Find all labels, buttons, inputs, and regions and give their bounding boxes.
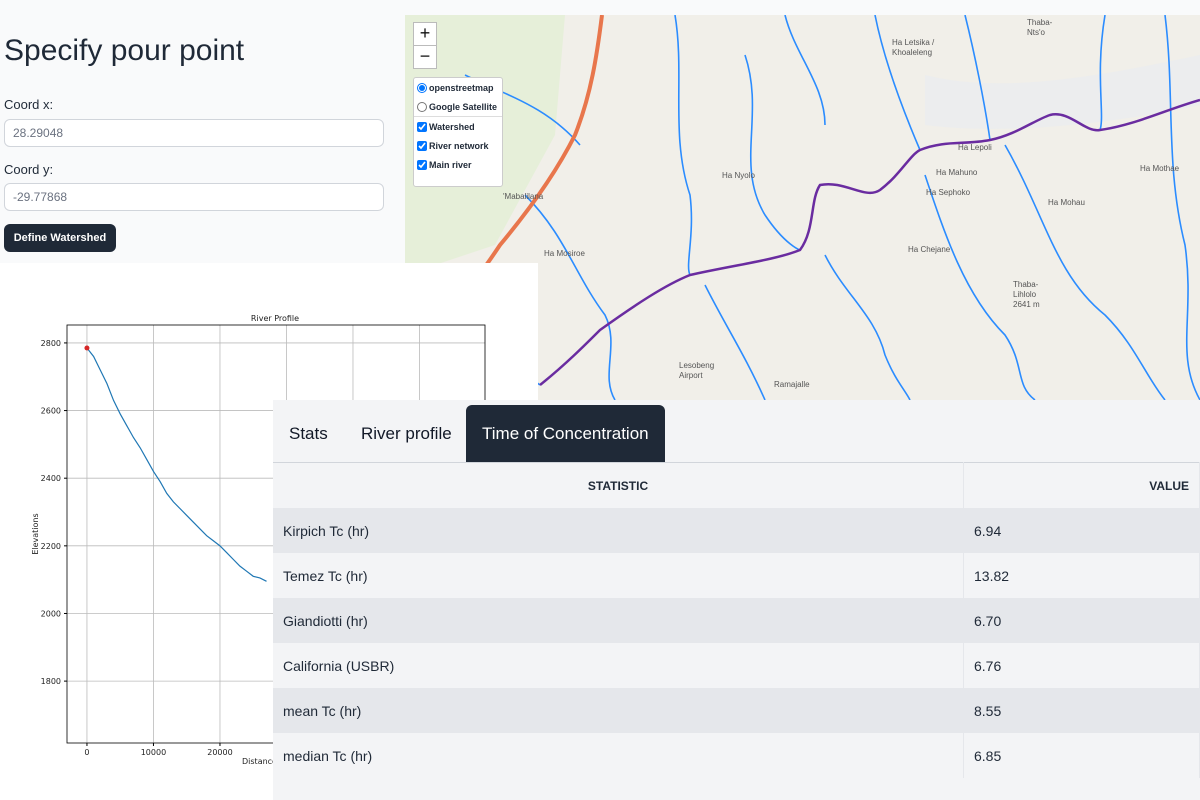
profile-line — [86, 347, 267, 582]
tab[interactable]: River profile — [361, 424, 452, 443]
coord-x-input[interactable] — [4, 119, 384, 147]
y-tick-label: 1800 — [41, 677, 61, 686]
table-row: California (USBR) 6.76 — [273, 643, 1200, 688]
column-header: STATISTIC — [273, 462, 964, 508]
layer-checkbox[interactable] — [417, 159, 427, 170]
y-tick-label: 2600 — [41, 407, 61, 416]
value-cell: 6.94 — [963, 508, 1200, 553]
place-label: Thaba- — [1013, 280, 1039, 289]
tab[interactable]: Stats — [289, 424, 328, 443]
x-tick-label: 0 — [84, 748, 89, 757]
place-label: Lihlolo — [1013, 290, 1037, 299]
place-label: Nts'o — [1027, 28, 1046, 37]
y-tick-label: 2400 — [41, 474, 61, 483]
place-label: 'Mabalilana — [503, 192, 544, 201]
place-label: Ha Lepoli — [958, 143, 992, 152]
place-label: Khoaleleng — [892, 48, 932, 57]
coord-x-label: Coord x: — [4, 97, 54, 112]
place-label: 2641 m — [1013, 300, 1040, 309]
place-label: Ha Mahuno — [936, 168, 978, 177]
place-label: Lesobeng — [679, 361, 714, 370]
place-label: Ha Mothae — [1140, 164, 1180, 173]
x-axis-label: Distance — [242, 757, 277, 766]
table-row: Kirpich Tc (hr) 6.94 — [273, 508, 1200, 553]
river-network — [405, 15, 1200, 400]
zoom-out[interactable]: − — [413, 45, 437, 69]
column-header: VALUE — [963, 462, 1200, 508]
table-row: median Tc (hr) 6.85 — [273, 733, 1200, 778]
value-cell: 6.76 — [963, 643, 1200, 688]
y-tick-label: 2800 — [41, 339, 61, 348]
results-panel: Stats River profile Time of Concentration … — [273, 400, 1200, 800]
layer-radio[interactable] — [417, 82, 427, 93]
map-valley — [925, 55, 1200, 129]
statistic-cell: Giandiotti (hr) — [273, 598, 964, 643]
table-row: Giandiotti (hr) 6.70 — [273, 598, 1200, 643]
chart-title: River Profile — [251, 314, 299, 323]
statistic-cell: California (USBR) — [273, 643, 964, 688]
value-cell: 13.82 — [963, 553, 1200, 598]
layer-radio[interactable] — [417, 101, 427, 112]
x-tick-label: 10000 — [141, 748, 166, 757]
stats-table: STATISTIC VALUE Kirpich Tc (hr) 6.94 Temez T… — [273, 462, 1200, 778]
layer-option[interactable]: Main river — [414, 155, 502, 174]
layer-label: River network — [429, 140, 489, 151]
road — [475, 15, 604, 279]
value-cell: 6.70 — [963, 598, 1200, 643]
layer-label: Google Satellite — [429, 101, 498, 112]
statistic-cell: Temez Tc (hr) — [273, 553, 964, 598]
place-label: Thaba- — [1027, 18, 1053, 27]
start-marker — [84, 345, 90, 351]
y-tick-label: 2200 — [41, 542, 61, 551]
main-river — [539, 98, 1200, 386]
table-row: mean Tc (hr) 8.55 — [273, 688, 1200, 733]
layer-checkbox[interactable] — [417, 121, 427, 132]
coord-y-input[interactable] — [4, 183, 384, 211]
define-button[interactable]: Define Watershed — [4, 224, 116, 252]
place-label: Ha Nyolo — [722, 171, 755, 180]
tab[interactable]: Time of Concentration — [466, 405, 665, 462]
place-label: Ha Sephoko — [926, 188, 971, 197]
place-label: Airport — [679, 371, 703, 380]
statistic-cell: Kirpich Tc (hr) — [273, 508, 964, 553]
layer-option[interactable]: openstreetmap — [414, 78, 502, 97]
x-tick-label: 20000 — [207, 748, 232, 757]
form-title: Specify pour point — [4, 34, 245, 67]
statistic-cell: mean Tc (hr) — [273, 688, 964, 733]
place-label: Ha Chejane — [908, 245, 951, 254]
layer-label: openstreetmap — [429, 82, 494, 93]
layer-option[interactable]: Google Satellite — [414, 97, 502, 116]
place-label: Ha Mosiroe — [544, 249, 585, 258]
statistic-cell: median Tc (hr) — [273, 733, 964, 778]
layer-option[interactable]: Watershed — [414, 116, 502, 136]
coord-y-label: Coord y: — [4, 162, 54, 177]
y-axis-label: Elevations — [31, 513, 40, 554]
zoom-in[interactable]: + — [413, 22, 437, 46]
layer-control: openstreetmap Google Satellite Watershed Ri… — [413, 77, 503, 187]
place-label: Ha Mohau — [1048, 198, 1085, 207]
layer-option[interactable]: River network — [414, 136, 502, 155]
layer-label: Main river — [429, 159, 472, 170]
layer-checkbox[interactable] — [417, 140, 427, 151]
value-cell: 8.55 — [963, 688, 1200, 733]
y-tick-label: 2000 — [41, 609, 61, 618]
place-label: Ha Letsika / — [892, 38, 935, 47]
table-row: Temez Tc (hr) 13.82 — [273, 553, 1200, 598]
value-cell: 6.85 — [963, 733, 1200, 778]
layer-label: Watershed — [429, 121, 475, 132]
place-label: Ramajalle — [774, 380, 810, 389]
